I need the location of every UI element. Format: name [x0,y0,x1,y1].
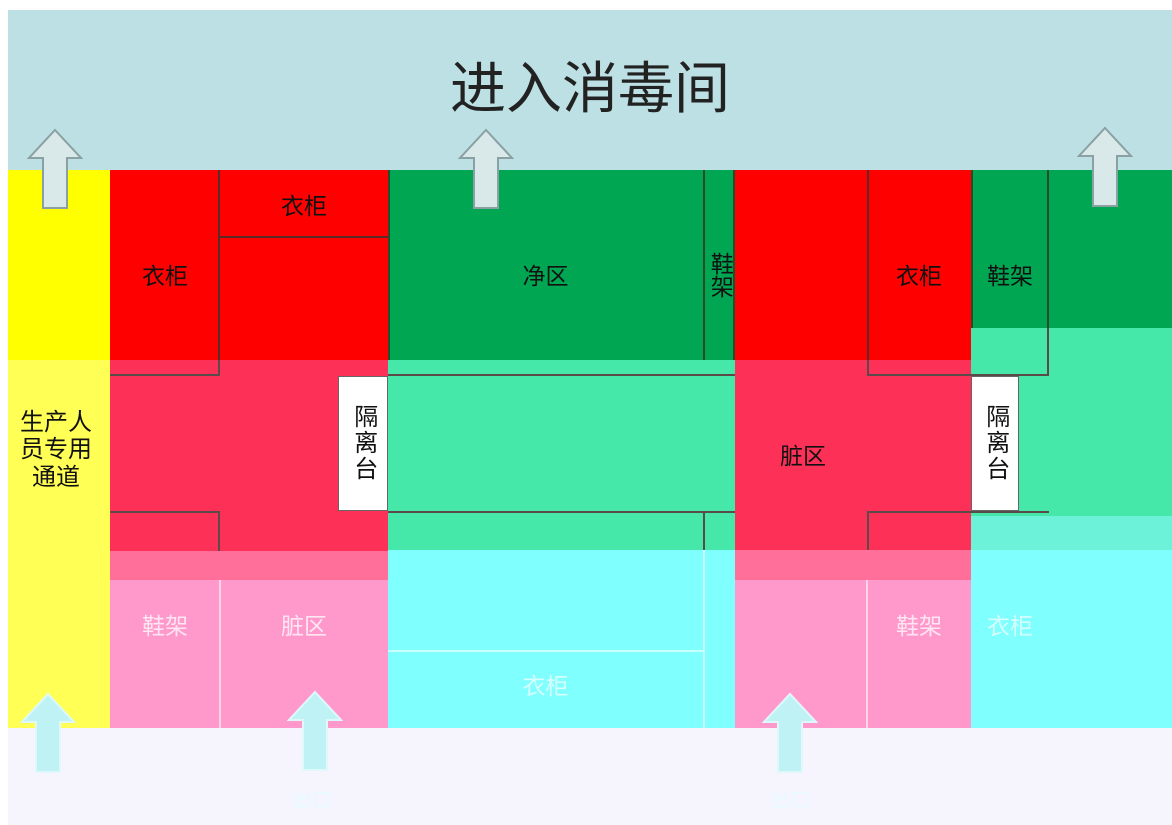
divider-line [867,360,869,376]
up-arrow-icon [287,690,343,771]
left-pink-overlap [110,551,388,580]
center-cyan-zone [388,550,735,728]
divider-line [971,511,1049,513]
shoe-rack-right-label: 鞋架 [987,264,1033,291]
wardrobe-left-label: 衣柜 [142,264,188,291]
divider-line [388,511,735,513]
divider-line [703,550,705,728]
center-mint-zone [388,360,735,550]
right-pink-overlap [735,550,971,580]
divider-line [867,511,971,513]
clean-zone-block [388,170,703,360]
divider-line [867,374,971,376]
wardrobe-top-label: 衣柜 [281,194,327,221]
up-arrow-icon [762,692,818,773]
faint-bottom-label-a: 出口 [292,787,332,812]
right-cyan-zone [971,550,1172,728]
up-arrow-icon [20,692,76,773]
faint-wardrobe-right-label: 衣柜 [987,614,1033,641]
top-header-bar [8,10,1172,170]
divider-line [218,511,220,551]
isolation-table-right [971,376,1019,511]
corridor-label: 生产人员专用通道 [20,407,92,491]
divider-line [218,360,220,376]
divider-line [1047,328,1049,376]
divider-line [388,374,735,376]
divider-line [703,511,705,551]
dirty-zone-label: 脏区 [780,444,826,471]
faint-dirty-left-label: 脏区 [281,614,327,641]
bottom-bar [8,728,1172,825]
divider-line [867,511,869,551]
divider-line [971,374,1049,376]
left-pink-zone [110,551,388,728]
isolation-table-right-label: 隔离台 [981,404,1010,482]
faint-shoe-left-label: 鞋架 [142,614,188,641]
shoe-rack-narrow-label: 鞋架 [706,252,733,298]
faint-bottom-label-b: 出口 [770,787,810,812]
clean-zone-label: 净区 [522,264,569,291]
faint-wardrobe-bottom-label: 衣柜 [522,674,569,701]
divider-line [110,511,220,513]
right-red-block [735,170,867,360]
corridor-yellow-bottom [8,360,110,728]
divider-line [388,650,703,652]
dirty-zone-block [735,360,971,550]
faint-shoe-right-label: 鞋架 [896,614,942,641]
divider-line [110,374,220,376]
shoe-rack-narrow-block [703,170,735,375]
wardrobe-right-block [867,170,971,375]
header-title: 进入消毒间 [450,56,730,122]
right-cyan-overlap [971,516,1172,550]
divider-line [219,580,221,728]
isolation-table-left-label: 隔离台 [349,404,378,482]
up-arrow-icon [27,128,83,209]
red-fill-block [220,238,388,360]
up-arrow-icon [1077,126,1133,207]
wardrobe-top-block [220,170,388,238]
up-arrow-icon [458,128,514,209]
wardrobe-right-label: 衣柜 [896,264,942,291]
isolation-table-left [338,376,388,511]
divider-line [866,580,868,728]
